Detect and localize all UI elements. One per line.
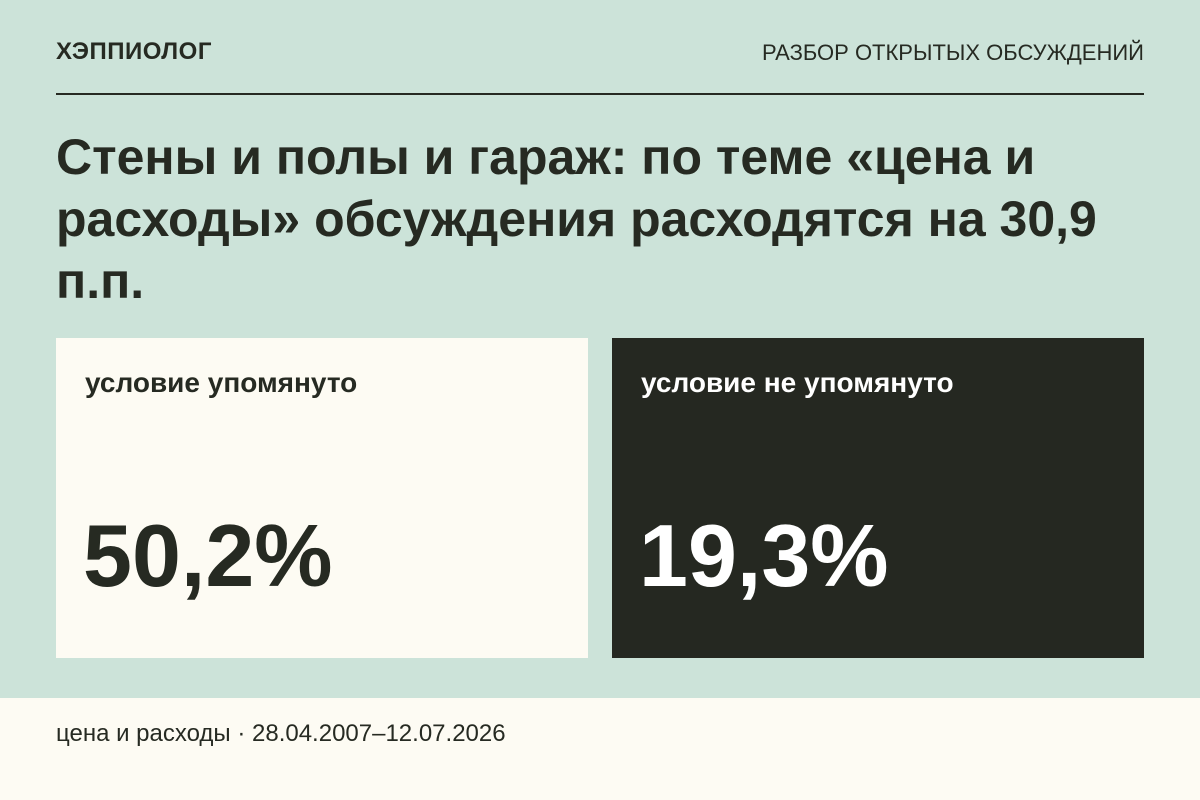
card-not-mentioned-value: 19,3% (639, 506, 889, 605)
section-label: РАЗБОР ОТКРЫТЫХ ОБСУЖДЕНИЙ (761, 40, 1144, 65)
card-not-mentioned: условие не упомянуто 19,3% (612, 338, 1144, 658)
headline: Стены и полы и гараж: по теме «цена и ра… (56, 129, 1097, 309)
card-not-mentioned-label: условие не упомянуто (641, 367, 954, 398)
header-divider (56, 93, 1144, 95)
footer: цена и расходы · 28.04.2007–12.07.2026 (0, 698, 1200, 800)
brand-name: ХЭППИОЛОГ (56, 38, 212, 65)
card-mentioned-value: 50,2% (83, 506, 333, 605)
card-mentioned-label: условие упомянуто (85, 367, 358, 398)
card-mentioned: условие упомянуто 50,2% (56, 338, 588, 658)
footer-caption: цена и расходы · 28.04.2007–12.07.2026 (56, 720, 506, 747)
